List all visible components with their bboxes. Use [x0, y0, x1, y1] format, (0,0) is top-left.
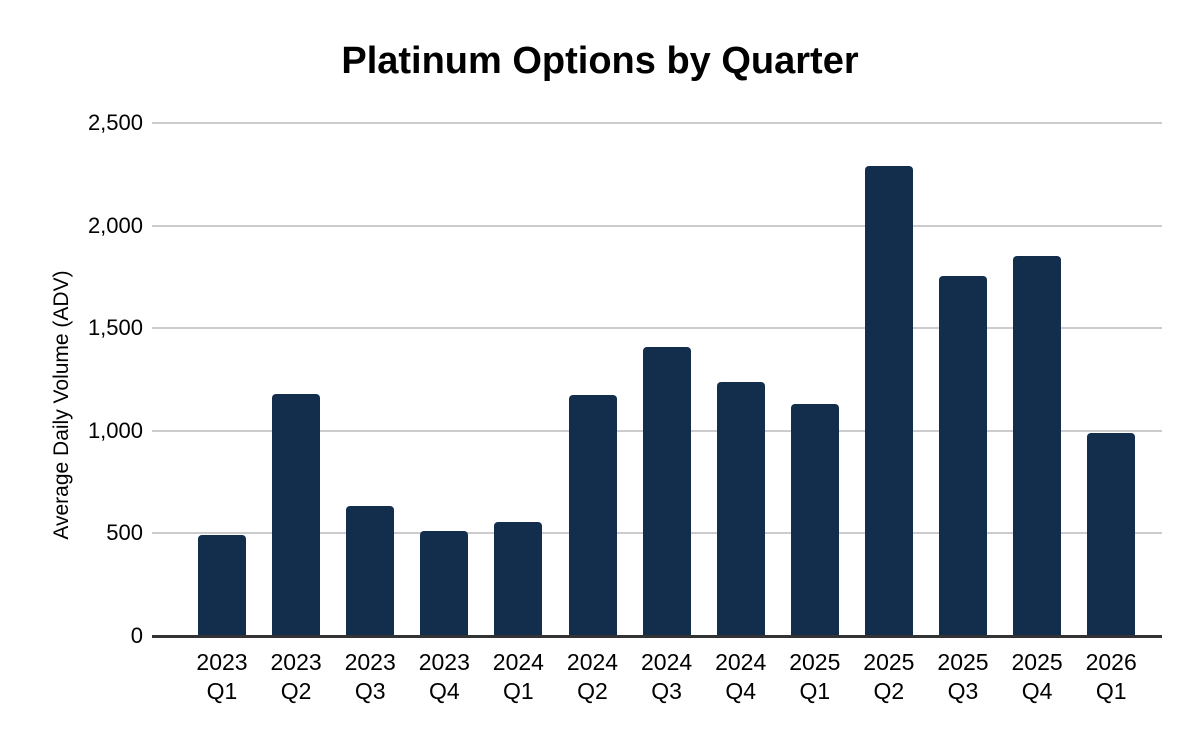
- bar-2024-q1: [494, 522, 543, 636]
- y-tick-label: 1,000: [87, 417, 143, 443]
- bar-2025-q1: [790, 404, 839, 636]
- y-axis-tick-labels: 0 500 1,000 1,500 2,000 2,500: [0, 111, 143, 648]
- bar-2024-q3: [642, 346, 691, 636]
- bar-2024-q2: [568, 394, 617, 636]
- x-tick-label: 2024 Q3: [641, 649, 693, 704]
- bar-2023-q1: [198, 535, 246, 636]
- gridline: [152, 224, 1162, 227]
- bar-2025-q2: [864, 166, 913, 636]
- bar-2023-q4: [420, 531, 469, 636]
- bar-2024-q4: [716, 381, 765, 636]
- x-tick-label: 2023 Q1: [196, 649, 248, 704]
- y-tick-label: 500: [106, 520, 143, 546]
- bar-2025-q3: [939, 275, 987, 636]
- x-tick-label: 2024 Q1: [492, 649, 544, 704]
- bar-2026-q1: [1087, 432, 1136, 636]
- plot-area: [152, 122, 1162, 638]
- x-axis-tick-labels: 2023 Q1 2023 Q2 2023 Q3 2023 Q4 2024 Q1 2024 …: [152, 648, 1162, 718]
- x-tick-label: 2023 Q3: [344, 649, 396, 704]
- x-axis-line: [152, 635, 1162, 638]
- y-tick-label: 0: [130, 623, 143, 648]
- bar-2023-q3: [346, 505, 395, 636]
- gridline: [152, 327, 1162, 330]
- x-tick-label: 2025 Q1: [789, 649, 841, 704]
- gridline: [152, 122, 1162, 124]
- y-tick-label: 2,500: [87, 110, 143, 135]
- x-tick-label: 2025 Q2: [863, 649, 915, 704]
- x-tick-label: 2023 Q2: [270, 649, 322, 704]
- bar-2023-q2: [272, 393, 321, 636]
- y-tick-label: 1,500: [87, 315, 143, 341]
- x-tick-label: 2026 Q1: [1085, 649, 1137, 704]
- x-tick-label: 2024 Q4: [715, 649, 767, 704]
- chart-title: Platinum Options by Quarter: [341, 40, 859, 82]
- bar-2025-q4: [1013, 256, 1062, 636]
- y-tick-label: 2,000: [87, 212, 143, 238]
- x-tick-label: 2023 Q4: [418, 649, 470, 704]
- x-tick-label: 2024 Q2: [566, 649, 619, 704]
- x-tick-label: 2025 Q4: [1011, 649, 1063, 704]
- x-tick-label: 2025 Q3: [937, 649, 989, 704]
